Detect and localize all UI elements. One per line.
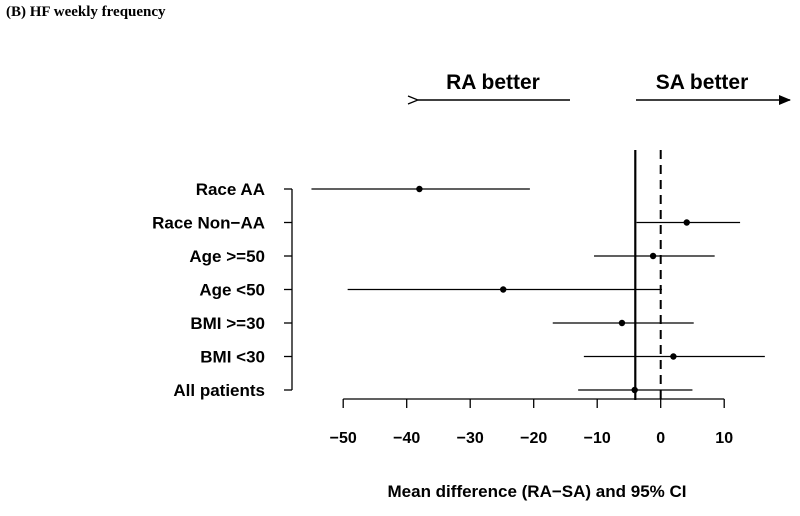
row-label: All patients	[173, 381, 265, 400]
point-estimate	[416, 185, 423, 193]
x-tick-label: −30	[457, 430, 484, 447]
point-estimate	[631, 386, 638, 394]
panel-title: (B) HF weekly frequency	[6, 4, 166, 20]
point-estimate	[618, 319, 626, 327]
point-estimate	[649, 252, 657, 260]
sa-better-label: SA better	[656, 71, 749, 94]
x-tick-label: −20	[520, 430, 547, 447]
x-tick-label: 0	[656, 430, 665, 447]
x-tick-label: 10	[715, 430, 733, 447]
row-label: Race AA	[196, 180, 265, 199]
row-label: Age >=50	[189, 247, 265, 266]
ra-better-label: RA better	[446, 71, 540, 94]
row-label: Age <50	[199, 281, 265, 300]
point-estimate	[500, 286, 507, 293]
x-tick-label: −40	[393, 430, 420, 447]
point-estimate	[670, 353, 677, 360]
row-label: BMI <30	[200, 348, 265, 367]
x-tick-label: −10	[584, 430, 611, 447]
x-axis-label: Mean difference (RA−SA) and 95% CI	[388, 482, 687, 501]
point-estimate	[683, 219, 690, 226]
row-label: BMI >=30	[190, 314, 265, 333]
x-tick-label: −50	[330, 430, 357, 447]
row-label: Race Non−AA	[152, 214, 265, 233]
